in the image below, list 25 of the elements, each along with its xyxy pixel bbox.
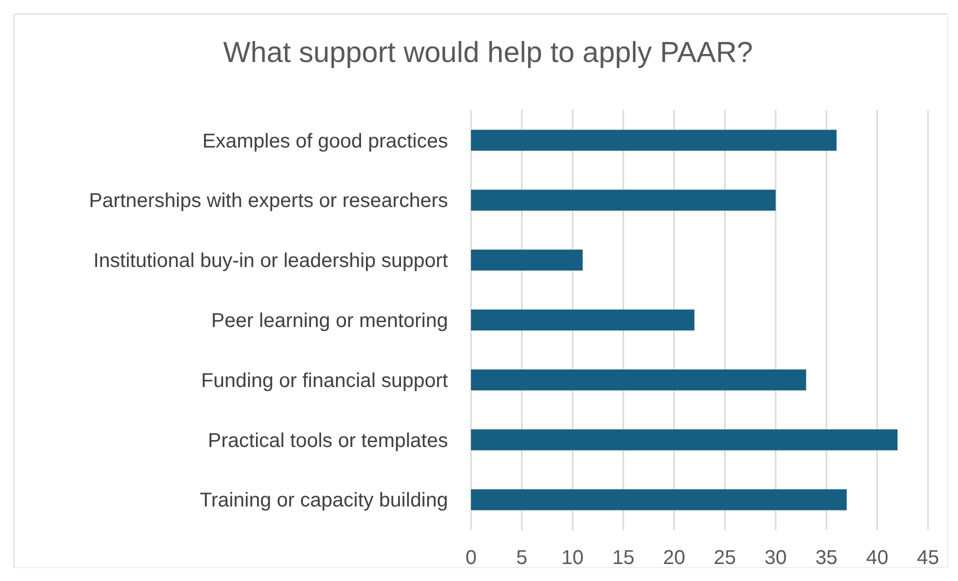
bar: [471, 310, 694, 330]
y-tick-label: Training or capacity building: [200, 490, 448, 512]
y-tick-label: Peer learning or mentoring: [211, 310, 448, 332]
x-tick-label: 5: [516, 547, 528, 569]
y-tick-label: Practical tools or templates: [208, 430, 448, 452]
y-tick-label: Examples of good practices: [202, 130, 448, 152]
chart-title: What support would help to apply PAAR?: [223, 37, 753, 69]
bar: [471, 250, 583, 271]
x-tick-label: 0: [465, 547, 477, 569]
y-tick-label: Partnerships with experts or researchers: [88, 190, 448, 212]
x-tick-label: 10: [561, 547, 584, 569]
y-tick-label: Institutional buy-in or leadership support: [93, 250, 448, 272]
x-tick-label: 40: [866, 547, 888, 569]
bar: [471, 489, 847, 510]
x-tick-label: 45: [916, 547, 940, 569]
x-tick-label: 25: [714, 547, 736, 569]
bar: [471, 130, 837, 151]
x-tick-label: 35: [815, 547, 838, 569]
y-tick-label: Funding or financial support: [201, 370, 448, 392]
bar: [471, 190, 776, 211]
x-tick-label: 20: [662, 547, 686, 569]
bar: [471, 369, 806, 390]
bar: [471, 429, 898, 450]
x-tick-label: 30: [764, 547, 787, 569]
x-tick-label: 15: [612, 547, 634, 569]
